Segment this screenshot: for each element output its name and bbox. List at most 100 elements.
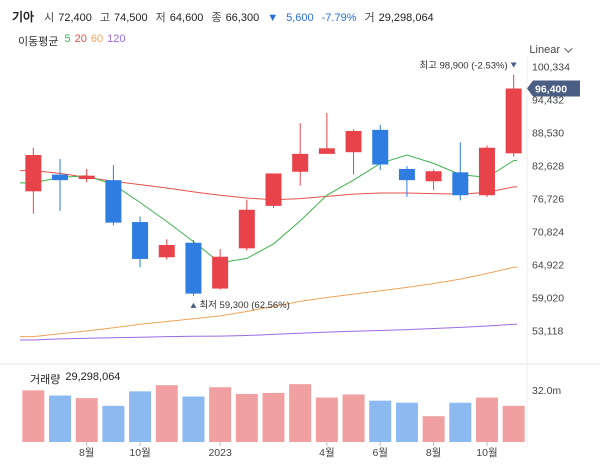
volume-panel-header: 거래량 29,298,064 <box>30 371 120 387</box>
low-annotation: 최저 59,300 (62.56%) <box>199 300 289 311</box>
candle <box>52 158 69 211</box>
ma-60[interactable]: 60 <box>90 33 104 45</box>
candle-body <box>52 174 69 181</box>
candle-body <box>132 222 149 259</box>
volume-panel-label: 거래량 <box>30 374 61 386</box>
candle <box>158 239 175 260</box>
y-tick-label: 82,628 <box>532 160 564 172</box>
volume-bar <box>315 397 338 442</box>
x-tick-label: 6월 <box>372 447 388 459</box>
open-value: 72,400 <box>58 12 92 24</box>
price-summary: 기아 시 72,400 고 74,500 저 64,600 종 66,300 ▼… <box>12 8 438 25</box>
last-price-tag-bg <box>527 80 580 97</box>
volume-bar <box>342 394 365 442</box>
volume-bar <box>75 398 98 442</box>
y-tick-label: 76,726 <box>532 193 564 205</box>
moving-average-legend: 이동평균 5 20 60 120 <box>18 33 125 49</box>
x-tick-label: 10월 <box>129 447 150 459</box>
change-value: 5,600 <box>286 12 314 24</box>
candle-body <box>478 147 495 196</box>
candle-body <box>158 244 175 258</box>
candle-body <box>292 153 309 172</box>
ma5-line <box>20 154 517 264</box>
candle <box>345 129 362 175</box>
volume-bar <box>182 396 205 442</box>
candle <box>398 166 415 197</box>
candle-body <box>398 168 415 181</box>
volume-bar <box>449 402 472 442</box>
candle <box>212 248 229 290</box>
y-tick-label: 100,334 <box>532 62 570 74</box>
low-value: 64,600 <box>169 12 204 24</box>
change-down-icon: ▼ <box>267 12 279 24</box>
open-label: 시 <box>44 12 55 24</box>
high-value: 74,500 <box>114 12 148 24</box>
candle-body <box>212 256 229 289</box>
high-annotation: 최고 98,900 (-2.53%) <box>419 61 507 72</box>
candle <box>318 113 335 154</box>
scale-label: Linear <box>529 44 560 56</box>
x-tick-label: 8월 <box>79 447 95 459</box>
ma-5[interactable]: 5 <box>64 33 71 45</box>
x-tick-label: 4월 <box>319 447 335 459</box>
volume-bar <box>49 395 72 442</box>
candle <box>25 147 42 214</box>
candle <box>105 165 122 226</box>
last-price-label: 96,400 <box>535 84 567 96</box>
candle <box>505 74 522 157</box>
volume-bar <box>369 400 392 442</box>
y-tick-label: 64,922 <box>532 259 564 271</box>
ma-legend-label: 이동평균 <box>18 36 59 48</box>
volume-bar <box>502 405 525 442</box>
candle <box>265 173 282 209</box>
candle-body <box>425 171 442 182</box>
close-value: 66,300 <box>225 12 260 24</box>
candle-body <box>372 129 389 165</box>
y-tick-label: 88,530 <box>532 127 564 139</box>
volume-panel-value: 29,298,064 <box>65 371 121 383</box>
candle <box>238 199 255 251</box>
y-tick-label: 94,432 <box>532 94 564 106</box>
last-price-tag: 96,400 <box>527 80 580 97</box>
candle-body <box>318 148 335 154</box>
y-tick-label: 70,824 <box>532 226 564 238</box>
candle <box>452 142 469 201</box>
volume-bar <box>155 385 178 442</box>
volume-bar <box>422 416 445 442</box>
ma-120[interactable]: 120 <box>107 33 126 45</box>
x-tick-label: 8월 <box>426 447 442 459</box>
volume-bar <box>209 387 232 442</box>
stock-name: 기아 <box>12 10 35 24</box>
x-tick-label: 2023 <box>208 447 232 459</box>
volume-value: 29,298,064 <box>378 12 434 24</box>
volume-axis-tick: 32.0m <box>532 385 561 397</box>
scale-dropdown[interactable]: Linear <box>529 44 573 56</box>
low-label: 저 <box>155 12 166 24</box>
candle-body <box>25 155 42 192</box>
volume-bar <box>22 390 45 442</box>
high-marker-icon <box>510 62 517 68</box>
change-percent: -7.79% <box>321 12 357 24</box>
low-marker-icon <box>190 302 197 308</box>
candle <box>185 239 202 296</box>
candle <box>78 168 95 183</box>
candle-body <box>105 180 122 223</box>
volume-bar <box>102 405 125 442</box>
candle-body <box>185 242 202 294</box>
volume-bar <box>395 402 418 442</box>
ma60-line <box>20 266 517 338</box>
ma-20[interactable]: 20 <box>74 33 87 45</box>
candle-body <box>238 209 255 249</box>
y-tick-label: 53,118 <box>532 325 563 337</box>
high-label: 고 <box>99 12 110 24</box>
candle <box>292 123 309 186</box>
volume-bar <box>262 392 285 442</box>
candle-body <box>452 172 469 196</box>
volume-bar <box>475 397 498 442</box>
volume-bar <box>129 391 152 442</box>
x-tick-label: 10월 <box>476 447 497 459</box>
candle <box>372 124 389 171</box>
candle-body <box>505 88 522 154</box>
